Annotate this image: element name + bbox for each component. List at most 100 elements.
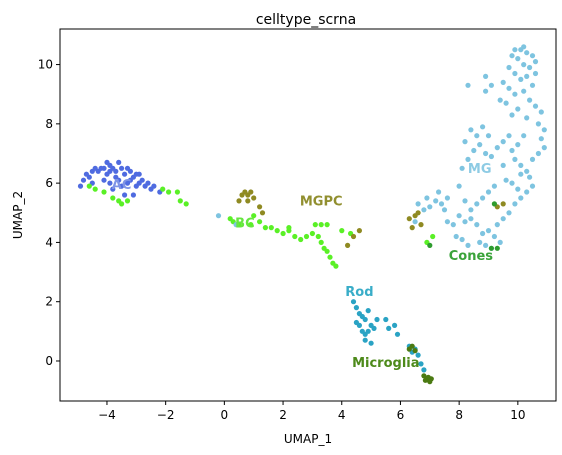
point-bc <box>303 233 310 240</box>
point-mg <box>456 213 462 219</box>
point-bc <box>280 230 286 237</box>
point-mg <box>477 142 483 148</box>
x-tick-label: 0 <box>221 408 229 422</box>
point-mg <box>506 64 512 71</box>
point-rod <box>350 299 357 305</box>
point-ac <box>136 171 142 177</box>
point-mg <box>427 204 433 210</box>
y-tick-label: 0 <box>45 354 53 368</box>
point-bc <box>298 236 304 243</box>
point-mg <box>485 133 492 139</box>
point-mg <box>529 183 536 189</box>
point-bc <box>119 201 125 207</box>
y-axis-label: UMAP_2 <box>11 191 25 239</box>
point-mg <box>538 109 544 115</box>
point-mg <box>541 127 547 133</box>
point-ac <box>107 168 113 174</box>
point-mg <box>512 156 518 162</box>
point-mg <box>468 127 474 133</box>
point-mg <box>462 198 468 204</box>
point-bc <box>268 225 274 231</box>
x-tick-label: −2 <box>157 408 175 422</box>
point-mg <box>515 186 521 192</box>
point-ac <box>119 165 125 171</box>
y-axis-ticks: 0 2 4 6 8 10 <box>38 58 60 368</box>
point-ac <box>104 159 110 165</box>
point-mg <box>491 233 497 240</box>
point-mg <box>524 115 530 121</box>
point-bc <box>166 189 172 195</box>
point-ac <box>122 171 128 177</box>
point-rod <box>392 322 398 328</box>
point-mg <box>532 103 539 109</box>
point-rod <box>386 325 392 331</box>
x-tick-label: 4 <box>338 408 346 422</box>
point-mg <box>488 82 494 88</box>
point-mg <box>497 239 503 245</box>
point-mg <box>441 207 448 213</box>
point-bc <box>248 222 254 228</box>
point-rod <box>353 319 359 326</box>
point-mgpc <box>259 210 266 216</box>
point-mg <box>527 64 533 71</box>
point-ac <box>110 186 116 192</box>
point-mg <box>509 53 515 59</box>
point-mgpc <box>350 233 357 240</box>
point-bc <box>339 228 345 234</box>
point-mg <box>465 156 471 162</box>
point-mg <box>468 216 474 222</box>
point-mg <box>503 100 509 106</box>
point-microglia <box>412 348 418 354</box>
x-tick-label: 6 <box>397 408 405 422</box>
point-rod <box>365 308 371 314</box>
point-mg <box>500 79 506 85</box>
point-bc <box>262 225 268 231</box>
point-mg <box>453 233 459 240</box>
point-mg <box>497 97 503 103</box>
point-mg <box>512 70 518 77</box>
y-tick-label: 6 <box>45 176 53 190</box>
point-bc <box>315 233 321 240</box>
point-rod <box>421 367 427 373</box>
chart-title: celltype_scrna <box>256 12 356 28</box>
point-mgpc <box>500 201 506 207</box>
point-mg <box>512 47 518 53</box>
point-bc <box>274 228 280 234</box>
point-mg <box>524 50 530 56</box>
cluster-label-microglia: Microglia <box>352 356 419 371</box>
point-microglia <box>422 377 428 383</box>
point-bc <box>292 233 298 240</box>
point-mgpc <box>418 222 424 228</box>
point-bc <box>327 254 333 260</box>
point-ac <box>101 177 107 183</box>
point-mg <box>483 73 489 79</box>
point-rod <box>374 316 380 323</box>
point-microglia <box>409 343 415 349</box>
y-tick-label: 10 <box>38 58 53 72</box>
point-mg <box>509 147 515 154</box>
cluster-label-ac: AC <box>112 178 132 193</box>
point-bc <box>309 230 315 237</box>
point-ac <box>145 180 151 186</box>
point-mg <box>524 73 530 79</box>
point-rod <box>371 325 377 331</box>
point-mg <box>483 242 489 248</box>
point-rod <box>365 328 371 334</box>
point-mg <box>477 239 483 245</box>
point-mgpc <box>345 242 351 248</box>
point-ac <box>151 183 157 189</box>
point-mg <box>415 201 421 207</box>
point-ac <box>89 168 95 174</box>
cluster-label-cones: Cones <box>449 249 494 264</box>
point-mg <box>515 56 521 62</box>
point-bc <box>160 186 166 192</box>
point-mg <box>421 207 427 213</box>
point-mg <box>462 139 468 145</box>
point-bc <box>312 222 318 228</box>
point-ac <box>116 159 122 165</box>
point-mg <box>485 189 492 195</box>
point-cones <box>488 245 494 251</box>
point-mg <box>436 189 442 195</box>
point-bc <box>174 189 180 195</box>
